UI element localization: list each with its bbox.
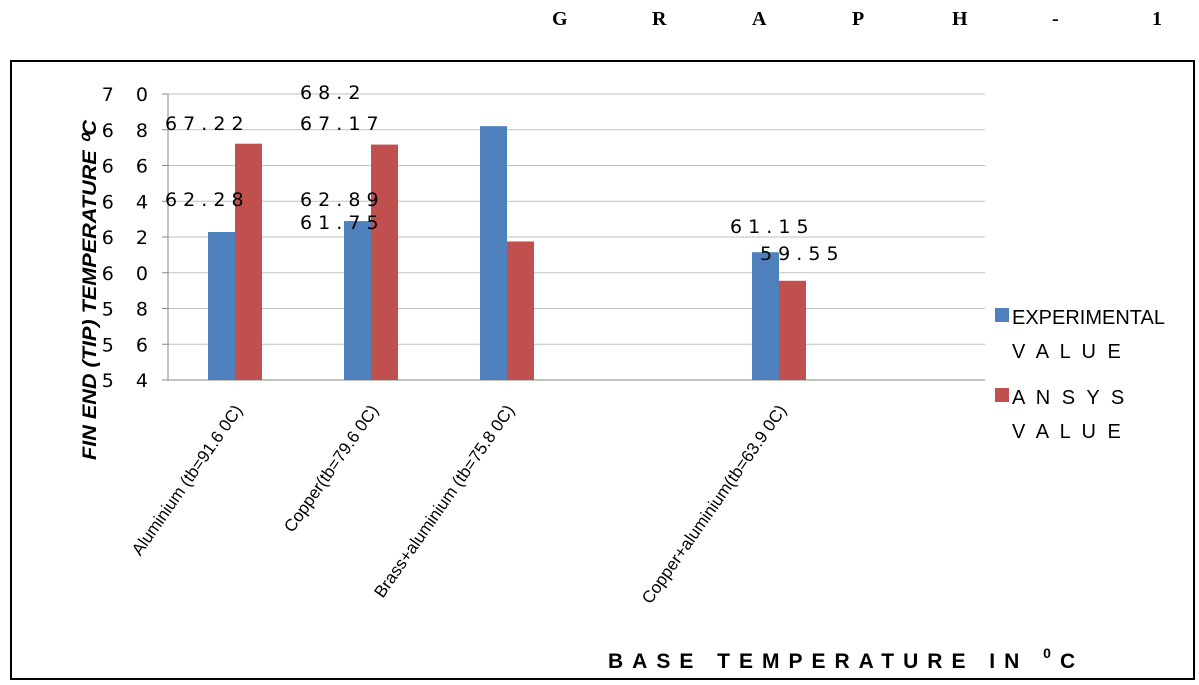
title-letter: 1 xyxy=(1152,8,1162,30)
bar-ansys xyxy=(371,144,398,380)
title-letter: R xyxy=(652,8,667,30)
data-label-ansys: 6 7 . 1 7 xyxy=(300,113,379,135)
bar-experimental xyxy=(208,231,235,380)
data-label-ansys: 6 7 . 2 2 xyxy=(165,113,244,135)
graph-title: G R A P H - 1 xyxy=(540,8,1180,38)
y-tick-label: 5 6 xyxy=(102,334,156,356)
bar-experimental xyxy=(480,126,507,380)
x-category-label: Aluminium (tb=91.6 0C) xyxy=(128,401,246,559)
title-letter: A xyxy=(752,8,767,30)
y-tick-label: 6 4 xyxy=(102,191,156,213)
legend-label: V A L U E xyxy=(1012,341,1124,363)
bar-experimental xyxy=(752,252,779,380)
title-letter: - xyxy=(1052,8,1059,30)
data-label-ansys: 6 1 . 7 5 xyxy=(300,212,379,234)
legend-swatch xyxy=(995,388,1009,402)
chart-frame xyxy=(10,60,1195,680)
y-tick-label: 6 6 xyxy=(102,156,156,178)
legend-label: EXPERIMENTAL xyxy=(1012,307,1165,329)
data-label-experimental: 6 1 . 1 5 xyxy=(730,216,809,238)
data-label-ansys: 5 9 . 5 5 xyxy=(760,243,839,265)
y-tick-label: 7 0 xyxy=(102,84,156,106)
data-label-experimental: 6 2 . 8 9 xyxy=(300,189,379,211)
legend-label: A N S Y S xyxy=(1012,387,1127,409)
x-category-label: Brass+aluminium (tb=75.8 0C) xyxy=(370,401,518,601)
y-axis-title: FIN END (TIP) TEMPERATURE ⁰C xyxy=(80,120,101,460)
y-tick-label: 6 0 xyxy=(102,263,156,285)
x-category-label: Copper+aluminium(tb=63.9 0C) xyxy=(638,401,790,607)
data-label-experimental: 6 2 . 2 8 xyxy=(165,189,244,211)
bar-ansys xyxy=(507,241,534,380)
bar-experimental xyxy=(344,221,371,380)
bar-ansys xyxy=(235,143,262,380)
bar-ansys xyxy=(779,280,806,380)
title-letter: H xyxy=(952,8,968,30)
data-label-experimental: 6 8 . 2 xyxy=(300,82,360,104)
y-tick-label: 5 4 xyxy=(102,370,156,392)
legend-swatch xyxy=(995,308,1009,322)
legend-label: V A L U E xyxy=(1012,421,1124,443)
x-category-label: Copper(tb=79.6 0C) xyxy=(280,401,382,535)
y-tick-label: 6 2 xyxy=(102,227,156,249)
y-tick-label: 6 8 xyxy=(102,120,156,142)
y-tick-label: 5 8 xyxy=(102,299,156,321)
x-axis-title: BASE TEMPERATURE IN 0C xyxy=(608,645,1084,673)
title-letter: G xyxy=(552,8,568,30)
title-letter: P xyxy=(852,8,865,30)
